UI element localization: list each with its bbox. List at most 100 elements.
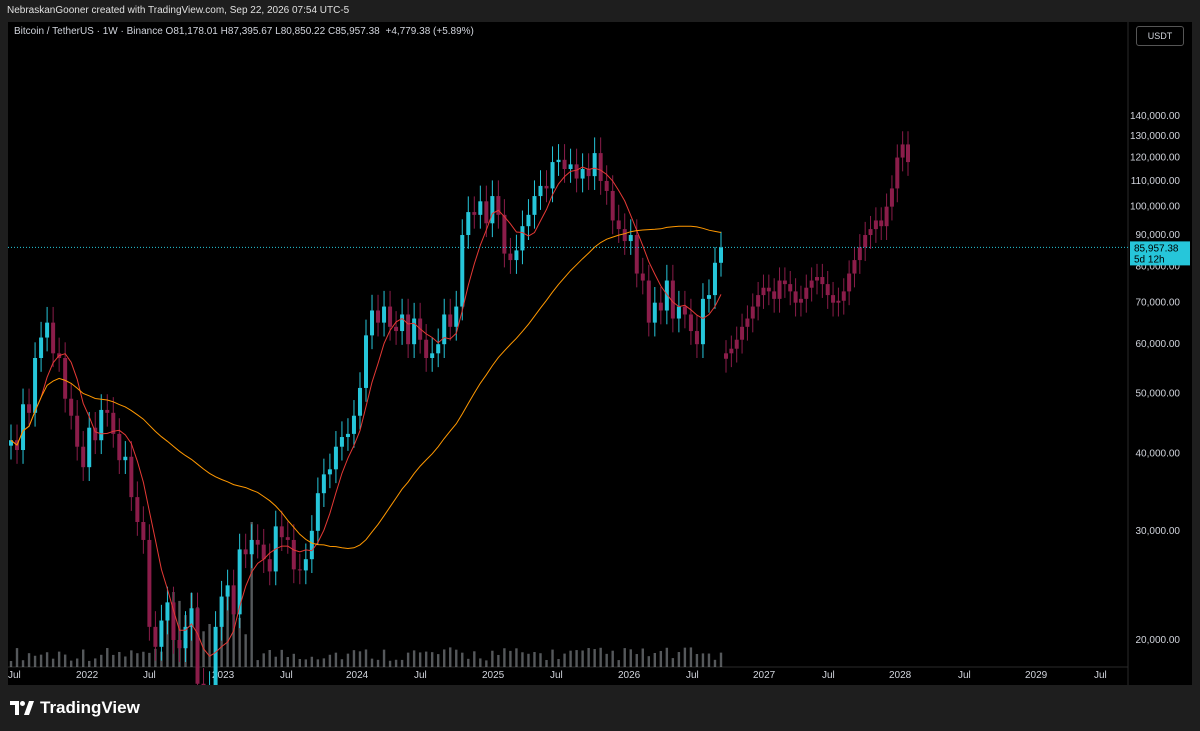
volume-bar [461,652,464,667]
candle-body [508,253,513,261]
volume-bar [256,660,259,667]
price-tag-countdown: 5d 12h [1134,254,1165,265]
projection-body [788,284,793,292]
volume-bar [334,652,338,667]
volume-bar [88,660,91,667]
candle-body [135,497,140,522]
low-label: L [275,26,281,37]
volume-bar [94,658,97,667]
volume-bar [298,659,302,667]
price-tag-box [1130,241,1190,266]
candle-body [63,357,68,399]
volume-bar [124,656,127,667]
volume-bar [707,653,711,667]
tradingview-logo[interactable]: TradingView [10,698,140,718]
candle-body [219,596,224,627]
volume-bar [244,634,247,667]
volume-bar [575,650,578,667]
candle-body [694,331,699,345]
candle-body [364,335,368,388]
projection-body [772,291,777,299]
volume-bar [503,648,506,667]
projection-body [873,220,878,230]
candle-body [339,437,344,447]
candle-body [333,446,338,470]
volume-bar [118,651,121,667]
candle-body [351,415,356,434]
volume-bar [665,647,669,667]
volume-bar [262,653,265,667]
volume-bar [569,650,572,667]
volume-bar [316,659,320,667]
volume-bar [497,654,500,667]
projection-body [863,235,868,248]
y-tick-label: 70,000.00 [1136,298,1181,309]
x-tick-label: Jul [8,670,21,681]
candle-body [550,162,555,189]
projection-body [884,206,889,227]
volume-bar [557,659,560,667]
x-tick-label: Jul [280,670,293,681]
candle-body [171,602,176,640]
volume-bar [719,652,723,667]
candle-body [688,314,693,332]
candle-body [646,280,651,323]
x-tick-label: Jul [958,670,971,681]
candle-body [496,196,501,215]
volume-bar [27,653,31,667]
candle-body [712,262,717,296]
volume-bar [424,651,428,667]
volume-bar [635,654,638,667]
x-tick-label: 2025 [482,670,505,681]
projection-body [825,284,830,296]
volume-bar [208,624,211,667]
price-chart[interactable]: 20,000.00 30,000.00 40,000.00 50,000.00 60,0… [8,22,1192,709]
volume-bar [647,656,650,667]
volume-bar [509,650,512,667]
chart-area[interactable]: 20,000.00 30,000.00 40,000.00 50,000.00 60,0… [8,22,1192,709]
volume-bar [75,658,79,667]
candle-body [39,337,44,358]
projection-body [740,326,745,340]
projection-body [852,260,857,274]
candle-body [652,302,657,323]
volume-bar [340,659,344,667]
candle-body [460,235,465,307]
volume-bar [527,653,530,667]
candle-body [640,273,645,281]
candle-body [394,326,399,332]
volume-bar [310,656,314,667]
volume-bar [479,658,482,667]
ma-slow-line [10,225,722,550]
volume-bar [563,653,566,667]
y-tick-label: 60,000.00 [1136,339,1181,350]
x-tick-label: 2026 [618,670,641,681]
y-tick-label: 40,000.00 [1136,448,1181,459]
candle-body [267,559,272,572]
volume-bar [382,649,386,667]
candle-body [117,433,122,461]
candle-body [442,314,447,345]
candle-body [303,559,308,571]
candle-body [658,302,663,311]
volume-bar [443,649,446,667]
volume-bar [551,649,554,667]
x-tick-label: Jul [822,670,835,681]
volume-bar [304,659,308,667]
volume-bar [136,653,139,667]
candle-body [357,387,362,416]
volume-bar [322,658,326,667]
candle-body [255,539,260,545]
volume-bar [69,660,73,667]
currency-button[interactable]: USDT [1136,26,1184,46]
volume-bar [226,593,229,667]
volume-bar [250,522,253,667]
candle-body [285,537,290,540]
candle-body [676,306,681,319]
candle-body [556,159,561,163]
volume-bar [148,652,151,667]
x-tick-label: 2029 [1025,670,1048,681]
candle-body [670,280,675,319]
volume-bar [587,648,590,667]
candle-body [454,306,459,327]
